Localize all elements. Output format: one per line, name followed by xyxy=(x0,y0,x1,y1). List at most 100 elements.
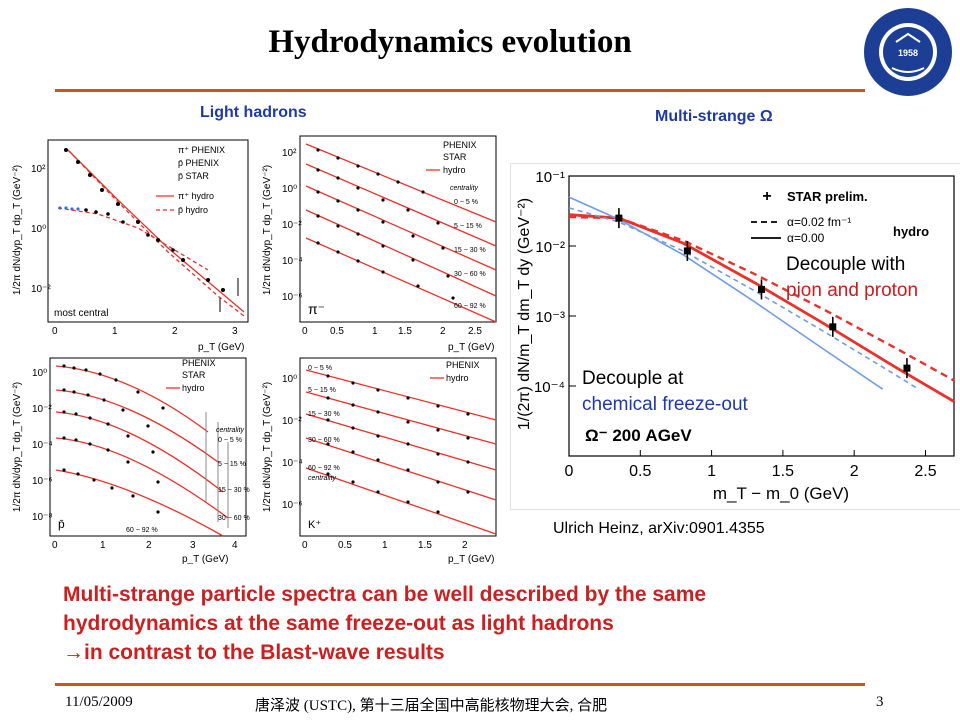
summary-text: Multi-strange particle spectra can be we… xyxy=(63,580,903,667)
p4-xtick-0: 0 xyxy=(302,540,308,551)
p2-xtick-2: 1 xyxy=(372,326,378,337)
p3-cent-5: 60 − 92 % xyxy=(126,527,158,534)
annotation-decouple-chemical-line2: chemical freeze-out xyxy=(582,394,748,415)
omega-ytick: 10⁻⁴ xyxy=(534,379,565,396)
omega-xtick: 2.5 xyxy=(914,463,936,480)
p3-cent-1: 0 − 5 % xyxy=(218,437,242,444)
slide-title: Hydrodynamics evolution xyxy=(268,24,632,60)
p3-xtick-4: 4 xyxy=(232,540,238,551)
footer-rule xyxy=(55,683,865,686)
omega-ytick: 10⁻² xyxy=(535,239,565,256)
p3-cent-0: centrality xyxy=(216,427,245,434)
p1-ytick-2: 10⁰ xyxy=(31,224,46,235)
omega-legend-marker: + xyxy=(762,188,771,205)
omega-plot-label: Ω⁻ 200 AGeV xyxy=(585,426,692,445)
p1-legend-4: π⁺ hydro xyxy=(178,191,214,201)
p1-note: most central xyxy=(54,308,108,319)
omega-xtick: 0.5 xyxy=(629,463,651,480)
p2-ytick-5: 10⁻⁶ xyxy=(282,292,303,303)
p4-xtick-2: 1 xyxy=(382,540,388,551)
p1-xlabel: p_T (GeV) xyxy=(198,342,245,353)
omega-spectrum-chart: 0 0.5 1 1.5 2 2.5 10⁻¹ 10⁻² 10⁻³ 10⁻⁴ + 1/(2π) dN/… xyxy=(510,163,960,510)
p3-xlabel: p_T (GeV) xyxy=(182,554,229,564)
p4-cent-2: 15 − 30 % xyxy=(308,411,340,418)
p2-ytick-3: 10⁻² xyxy=(282,220,302,231)
p1-xtick-3: 3 xyxy=(232,326,238,337)
omega-ytick: 10⁻³ xyxy=(535,309,565,326)
omega-xtick: 2 xyxy=(850,463,859,480)
p4-ytick-1: 10⁰ xyxy=(282,374,297,385)
p1-ytick-1: 10² xyxy=(31,164,46,175)
omega-legend-3: α=0.00 xyxy=(787,231,825,245)
omega-xtick: 0 xyxy=(565,463,574,480)
p2-cent-4: 30 − 60 % xyxy=(454,271,486,278)
omega-ytick: 10⁻¹ xyxy=(535,169,565,186)
p1-legend-3: p̄ STAR xyxy=(178,171,209,181)
omega-data-point xyxy=(683,247,691,255)
p4-cent-4: 60 − 92 % xyxy=(308,465,340,472)
p1-ytick-3: 10⁻² xyxy=(31,284,51,295)
p3-cent-4: 30 − 60 % xyxy=(218,515,250,522)
annotation-decouple-chemical: Decouple at chemical freeze-out xyxy=(582,366,748,418)
footer-page-number: 3 xyxy=(876,694,884,710)
p3-legend-3: hydro xyxy=(182,383,205,393)
annotation-decouple-chemical-line1: Decouple at xyxy=(582,368,684,389)
p4-cent-3: 30 − 60 % xyxy=(308,437,340,444)
panel-pi-minus-centrality: 1/2π dN/dyp_T dp_T (GeV⁻²) 10² 10⁰ 10⁻² … xyxy=(258,130,503,360)
p2-ytick-1: 10² xyxy=(282,148,297,159)
footer-center: 唐泽波 (USTC), 第十三届全国中高能核物理大会, 合肥 xyxy=(255,698,608,714)
omega-data-point xyxy=(829,323,837,331)
p4-ytick-2: 10⁻² xyxy=(282,416,302,427)
multi-strange-caption: Multi-strange Ω xyxy=(655,108,773,125)
p2-cent-0: centrality xyxy=(450,185,479,192)
p2-cent-3: 15 − 30 % xyxy=(454,247,486,254)
p1-legend-2: p̄ PHENIX xyxy=(178,158,219,168)
p4-xtick-3: 1.5 xyxy=(418,540,432,551)
p3-particle: p̄ xyxy=(58,517,65,531)
p2-cent-5: 60 − 92 % xyxy=(454,303,486,310)
citation: Ulrich Heinz, arXiv:0901.4355 xyxy=(553,520,765,537)
summary-line-3: →in contrast to the Blast-wave results xyxy=(63,641,445,664)
omega-series-line-3 xyxy=(568,196,884,390)
p3-ytick-1: 10⁰ xyxy=(32,368,47,379)
p2-legend-3: hydro xyxy=(443,165,466,175)
p4-xtick-4: 2 xyxy=(462,540,468,551)
p1-xtick-1: 1 xyxy=(112,326,118,337)
p3-ytick-2: 10⁻² xyxy=(32,404,52,415)
p4-ytick-4: 10⁻⁶ xyxy=(282,500,303,511)
p2-legend-1: PHENIX xyxy=(443,140,477,150)
p3-xtick-0: 0 xyxy=(52,540,58,551)
p4-ytick-3: 10⁻⁴ xyxy=(282,458,303,469)
p4-cent-1: 5 − 15 % xyxy=(308,387,336,394)
light-hadrons-caption: Light hadrons xyxy=(200,104,307,121)
p2-xtick-5: 2.5 xyxy=(468,326,482,337)
summary-line-2: hydrodynamics at the same freeze-out as … xyxy=(63,612,614,635)
panel-kaon-centrality: 1/2π dN/dyp_T dp_T (GeV⁻²) 10⁰ 10⁻² 10⁻⁴… xyxy=(258,352,503,564)
omega-data-point xyxy=(903,364,911,372)
p1-legend-5: p̄ hydro xyxy=(178,205,208,215)
p4-legend-2: hydro xyxy=(446,373,469,383)
omega-xtick: 1 xyxy=(707,463,716,480)
p3-xtick-2: 2 xyxy=(146,540,152,551)
p3-legend-2: STAR xyxy=(182,370,206,380)
p2-xtick-3: 1.5 xyxy=(398,326,412,337)
p2-xtick-0: 0 xyxy=(302,326,308,337)
p3-ytick-3: 10⁻⁴ xyxy=(32,440,53,451)
omega-ylabel: 1/(2π) dN/m_T dm_T dy (GeV⁻²) xyxy=(516,198,533,430)
p3-ytick-4: 10⁻⁶ xyxy=(32,476,53,487)
university-logo: 1958 xyxy=(862,6,954,98)
p2-legend-2: STAR xyxy=(443,152,467,162)
p4-xtick-1: 0.5 xyxy=(338,540,352,551)
annotation-decouple-pion: Decouple with pion and proton xyxy=(786,252,918,304)
panel-pion-proton-central: 1/2π dN/dyp_T dp_T (GeV⁻²) 10² 10⁰ 10⁻² … xyxy=(8,130,253,360)
p4-particle: K⁺ xyxy=(308,519,321,531)
p4-xlabel: p_T (GeV) xyxy=(448,554,495,564)
p2-xtick-4: 2 xyxy=(440,326,446,337)
p3-ylabel: 1/2π dN/dyp_T dp_T (GeV⁻²) xyxy=(12,382,23,512)
omega-series-line-4 xyxy=(568,207,919,390)
p4-ylabel: 1/2π dN/dyp_T dp_T (GeV⁻²) xyxy=(262,382,273,512)
p1-xtick-0: 0 xyxy=(52,326,58,337)
p4-cent-5: centrality xyxy=(308,475,337,482)
p2-cent-2: 5 − 15 % xyxy=(454,223,482,230)
title-underline xyxy=(55,89,865,92)
